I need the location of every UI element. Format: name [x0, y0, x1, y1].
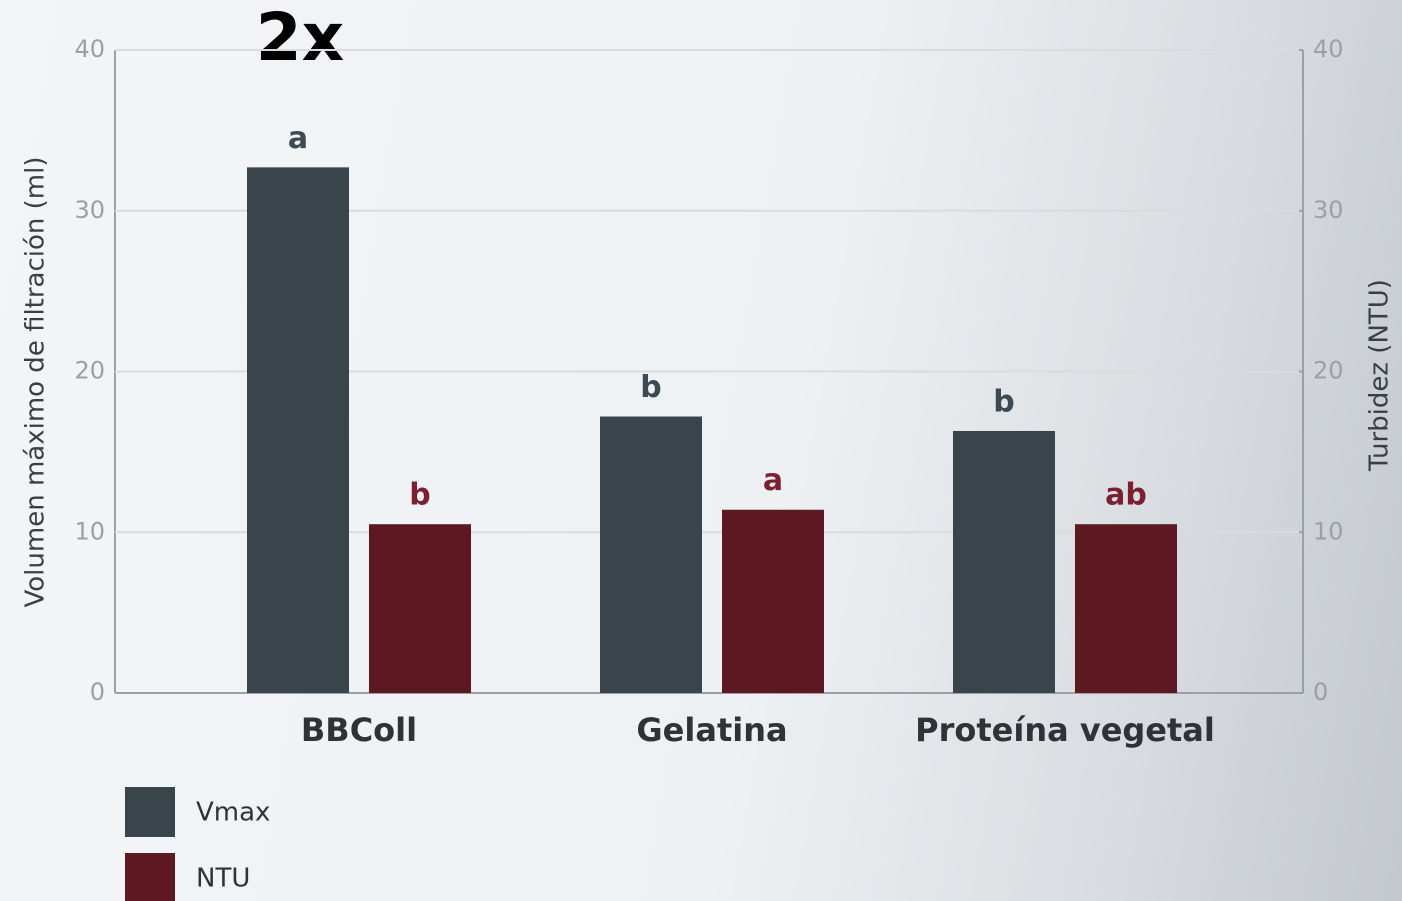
legend-swatch	[125, 787, 175, 837]
legend-label: NTU	[196, 864, 250, 894]
y2-axis-title: Turbidez (NTU)	[1365, 279, 1395, 472]
significance-letter: ab	[1105, 478, 1147, 513]
significance-letter: a	[288, 121, 308, 156]
y2-tick-label: 30	[1313, 196, 1344, 224]
y2-tick-label: 20	[1313, 357, 1344, 385]
y-tick-label: 0	[90, 678, 105, 706]
y2-tick-label: 40	[1313, 35, 1344, 63]
bar	[600, 416, 702, 693]
bar	[722, 509, 824, 693]
significance-letter: a	[763, 463, 783, 498]
x-tick-label: Proteína vegetal	[915, 711, 1215, 749]
y-axis-title: Volumen máximo de filtración (ml)	[21, 156, 51, 607]
significance-letter: b	[993, 384, 1014, 419]
y-tick-label: 40	[74, 35, 105, 63]
x-tick-label: BBColl	[301, 711, 417, 749]
legend-swatch	[125, 853, 175, 901]
legend-label: Vmax	[196, 798, 270, 828]
y2-tick-label: 0	[1313, 678, 1328, 706]
y-tick-label: 20	[74, 357, 105, 385]
bar	[369, 524, 471, 693]
bar	[247, 167, 349, 693]
significance-letter: b	[640, 370, 661, 405]
y2-tick-label: 10	[1313, 517, 1344, 545]
y-tick-label: 10	[74, 517, 105, 545]
significance-letter: b	[409, 478, 430, 513]
x-tick-label: Gelatina	[636, 711, 787, 749]
annotation: 2x	[256, 0, 345, 76]
bar	[953, 430, 1055, 693]
y-tick-label: 30	[74, 196, 105, 224]
bar	[1075, 524, 1177, 693]
